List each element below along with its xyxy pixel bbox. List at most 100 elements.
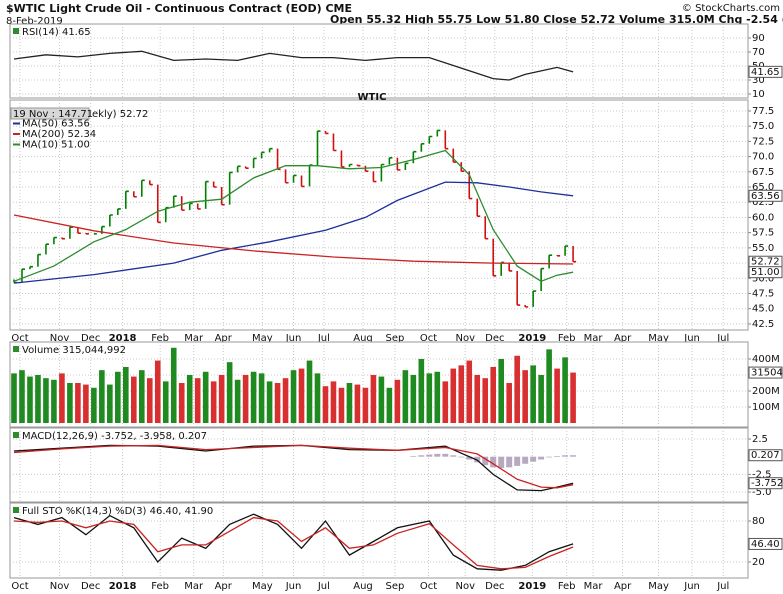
price-bar [476,198,481,218]
x-tick-label: Nov [50,333,70,344]
x-tick-label: Sep [386,581,405,592]
series-line [13,513,574,571]
volume-bar [19,370,25,423]
panel-title: Volume 315,044,992 [22,345,126,356]
price-bar [428,135,433,144]
last-value-label: 41.65 [751,67,780,78]
y-tick-label: 75.0 [752,121,774,132]
y-tick-label: 100M [752,402,780,413]
x-tick-label: 2018 [109,581,137,592]
volume-bar [11,373,17,423]
last-value-label: 63.56 [751,191,780,202]
last-value-box [748,65,783,78]
volume-bar [442,381,449,423]
y-tick-label: 72.5 [752,136,774,147]
price-bar [372,171,377,183]
x-tick-label: Mar [584,333,604,344]
volume-bar [67,382,73,423]
histogram-bar [490,456,497,468]
x-tick-label: Feb [151,333,169,344]
price-bar [548,254,553,269]
copyright: © StockCharts.com [682,3,780,14]
x-tick-label: Feb [151,581,169,592]
histogram-bar [514,456,521,466]
volume-bar [170,347,177,423]
chart-date: 8-Feb-2019 [6,16,63,27]
x-tick-label: May [648,581,669,592]
volume-bar [162,381,169,423]
volume-bar [274,382,281,423]
price-bar [236,165,241,173]
price-bar [316,130,321,166]
price-bar [53,236,57,245]
y-tick-label: 57.5 [752,228,774,239]
date-popup-label: 19 Nov : 147.71 [13,109,93,120]
volume-bar [115,371,121,423]
price-bar [356,164,361,167]
x-tick-label: Mar [184,581,204,592]
volume-bar [482,378,489,423]
y-tick-label: 67.5 [752,167,774,178]
volume-bar [75,382,81,423]
y-tick-label: 62.5 [752,197,774,208]
panel-frame [9,99,749,331]
volume-bar [43,378,49,423]
volume-bar [210,381,217,423]
histogram-bar [538,456,545,460]
histogram-bar [418,455,425,457]
histogram-bar [458,456,465,458]
volume-bar [434,371,441,423]
price-bar [532,290,537,307]
price-bar [524,305,529,308]
x-tick-label: Jul [317,581,330,592]
price-bar [180,196,185,211]
volume-bar [154,360,161,423]
price-bar [404,162,409,170]
volume-bar [538,374,544,423]
histogram-bar [410,455,417,457]
price-bar [109,214,113,227]
price-bar [300,175,305,188]
histogram-bar [466,456,473,460]
volume-bar [138,370,145,423]
volume-bar [290,370,297,423]
price-bar [85,233,89,235]
last-value-box [748,477,783,490]
price-bar [188,202,193,211]
price-bar [484,216,489,240]
legend-entry: MA(10) 51.00 [22,140,90,151]
price-bar [452,148,457,163]
y-tick-label: 70.0 [752,152,774,163]
y-tick-label: 80 [752,516,765,527]
histogram-bar [498,456,505,469]
price-bar [125,190,129,209]
histogram-bar [442,453,449,457]
volume-bar [186,374,193,423]
y-tick-label: 30 [752,75,765,86]
price-bar [45,243,49,255]
volume-bar [458,365,465,423]
volume-bar [394,379,401,423]
x-tick-label: Apr [614,581,632,592]
price-bar [420,143,425,152]
x-tick-label: Oct [420,333,437,344]
price-bar [340,150,345,168]
volume-bar [330,381,337,423]
last-value-box [748,189,783,202]
price-bar [292,174,297,183]
legend-entry: MA(200) 52.34 [22,129,96,140]
last-value-box [748,537,783,550]
price-bar [156,184,161,224]
x-tick-label: Dec [485,333,504,344]
panel-title: RSI(14) 41.65 [22,27,91,38]
x-tick-label: May [648,333,669,344]
y-tick-label: 200M [752,386,780,397]
histogram-bar [450,455,457,457]
volume-bar [59,373,65,423]
x-tick-label: Apr [614,333,632,344]
volume-bar [490,366,497,423]
price-bar [500,261,505,276]
y-tick-label: 60.0 [752,212,774,223]
x-tick-label: Jul [317,333,330,344]
series-line [13,214,574,265]
